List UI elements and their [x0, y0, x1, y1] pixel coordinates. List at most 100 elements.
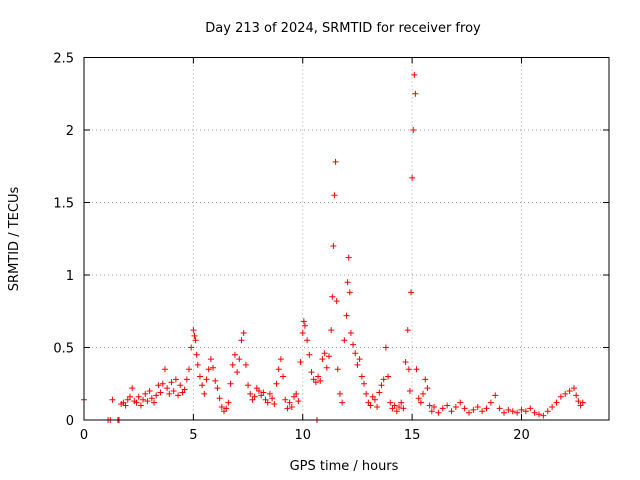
data-point — [431, 403, 437, 410]
data-point — [426, 402, 433, 409]
data-point — [347, 330, 354, 336]
data-point — [404, 327, 411, 334]
data-point — [544, 408, 551, 415]
y-tick-label: 0 — [66, 414, 74, 429]
data-point — [229, 361, 236, 368]
data-point — [129, 385, 136, 392]
data-points — [81, 71, 586, 423]
data-point — [140, 396, 147, 403]
data-point — [415, 395, 422, 402]
data-point — [412, 90, 419, 97]
data-point — [393, 408, 400, 415]
data-point — [562, 390, 569, 397]
axis-ticks — [83, 57, 609, 421]
data-point — [540, 412, 547, 419]
data-point — [518, 406, 525, 413]
data-point — [109, 396, 116, 403]
data-point — [566, 388, 573, 394]
data-point — [203, 376, 210, 383]
data-point — [155, 382, 162, 389]
chart-title: Day 213 of 2024, SRMTID for receiver fro… — [205, 21, 481, 36]
data-point — [339, 399, 346, 406]
data-point — [214, 385, 221, 392]
data-point — [549, 403, 556, 410]
data-point — [354, 361, 361, 368]
data-point — [332, 158, 339, 165]
data-point — [466, 409, 472, 416]
data-point — [192, 337, 199, 344]
data-point — [496, 405, 503, 412]
y-tick-label: 2 — [66, 124, 74, 139]
y-tick-label: 1 — [66, 269, 74, 284]
data-point — [177, 382, 184, 389]
data-point — [409, 174, 416, 181]
data-point — [371, 396, 378, 403]
data-point — [199, 382, 206, 389]
data-point — [223, 405, 230, 412]
data-point — [212, 377, 219, 384]
data-point — [308, 369, 315, 376]
data-point — [247, 390, 254, 397]
data-point — [411, 71, 418, 78]
data-point — [448, 408, 455, 415]
data-point — [374, 403, 381, 410]
data-point — [356, 356, 363, 363]
data-point — [331, 192, 338, 199]
y-tick-label: 2.5 — [53, 52, 74, 67]
data-point — [256, 388, 262, 394]
data-point — [164, 385, 171, 392]
data-point — [260, 389, 267, 396]
data-point — [273, 380, 280, 387]
data-point — [461, 405, 468, 412]
data-point — [225, 399, 232, 406]
data-point — [193, 351, 200, 358]
data-point — [396, 403, 402, 410]
data-point — [575, 398, 582, 405]
data-point — [144, 398, 151, 405]
data-point — [435, 409, 442, 416]
data-point — [135, 393, 142, 400]
data-point — [363, 390, 370, 397]
data-point — [452, 403, 459, 410]
y-axis-label: SRMTID / TECUs — [7, 187, 22, 292]
data-point — [350, 341, 357, 348]
data-point — [405, 366, 412, 373]
data-point — [410, 127, 417, 133]
data-point — [175, 392, 182, 399]
data-point — [380, 376, 387, 383]
data-point — [579, 399, 586, 406]
x-axis-label: GPS time / hours — [290, 459, 399, 474]
data-point — [361, 380, 367, 387]
data-point — [527, 405, 534, 412]
data-point — [457, 399, 464, 406]
data-point — [329, 293, 336, 300]
data-point — [312, 379, 319, 386]
data-point — [424, 385, 431, 392]
data-point — [269, 395, 276, 402]
data-point — [333, 298, 340, 305]
data-point — [391, 402, 398, 409]
data-point — [142, 390, 149, 397]
data-point — [387, 399, 394, 406]
data-point — [188, 344, 195, 351]
data-point — [168, 379, 175, 386]
x-tick-label: 15 — [404, 428, 421, 443]
data-point — [439, 405, 446, 412]
data-point — [271, 401, 278, 408]
y-tick-label: 1.5 — [53, 197, 74, 212]
data-point — [280, 373, 287, 380]
data-point — [522, 408, 529, 415]
data-point — [514, 409, 521, 416]
data-point — [295, 398, 302, 405]
data-point — [210, 364, 217, 371]
data-point — [328, 327, 335, 334]
data-point — [408, 289, 415, 296]
data-point — [501, 409, 507, 416]
data-point — [509, 408, 516, 415]
data-point — [186, 366, 192, 373]
data-point — [181, 386, 188, 393]
data-point — [157, 389, 164, 396]
data-point — [321, 350, 328, 357]
x-tick-label: 20 — [513, 428, 530, 443]
